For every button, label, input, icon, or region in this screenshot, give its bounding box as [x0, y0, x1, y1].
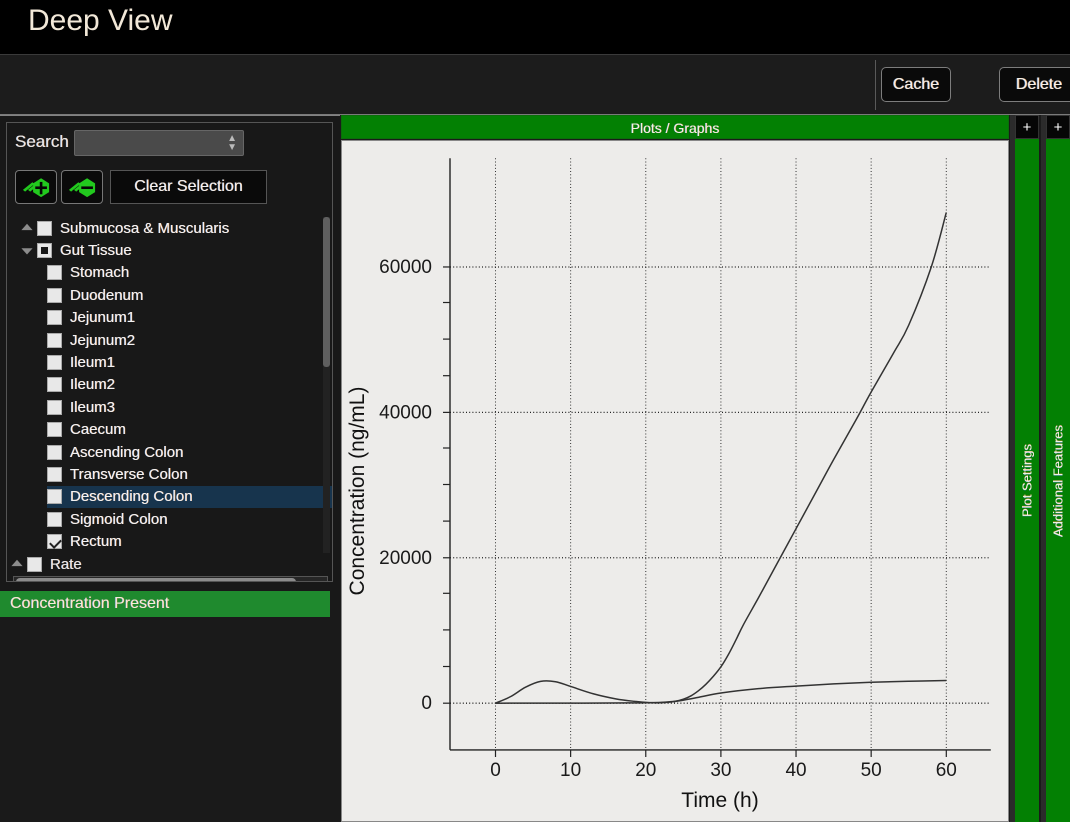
svg-text:Time (h): Time (h): [681, 789, 758, 812]
svg-text:60: 60: [936, 760, 957, 781]
svg-text:0: 0: [421, 693, 432, 714]
svg-text:20: 20: [635, 760, 656, 781]
svg-text:10: 10: [560, 760, 581, 781]
svg-text:30: 30: [710, 760, 731, 781]
svg-text:50: 50: [861, 760, 882, 781]
svg-text:Concentration (ng/mL): Concentration (ng/mL): [346, 387, 369, 596]
svg-text:0: 0: [490, 760, 501, 781]
svg-text:20000: 20000: [379, 548, 432, 569]
svg-text:60000: 60000: [379, 257, 432, 278]
svg-text:40000: 40000: [379, 402, 432, 423]
svg-text:40: 40: [785, 760, 806, 781]
